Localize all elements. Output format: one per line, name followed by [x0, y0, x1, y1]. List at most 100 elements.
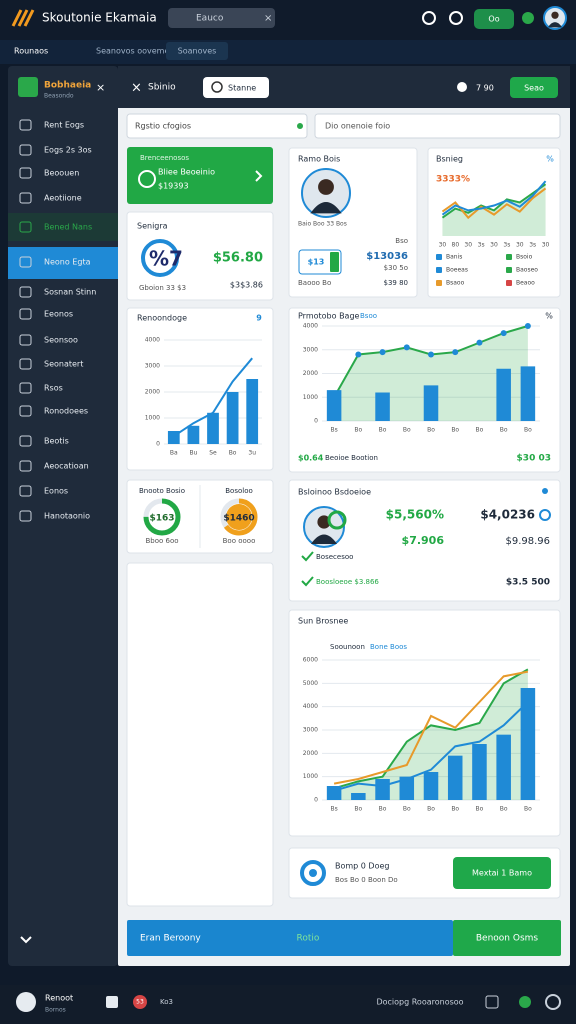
card — [127, 147, 273, 204]
nav-item[interactable]: Hanotaonio — [44, 512, 90, 521]
icon — [16, 992, 36, 1012]
nav-icon — [19, 119, 32, 131]
logo-stripe — [11, 9, 23, 27]
nav-item[interactable]: Beoouen — [44, 169, 79, 178]
bar — [399, 776, 415, 800]
label: Soounoon — [330, 643, 365, 651]
logo-stripe — [23, 9, 35, 27]
x-tick-label: 3u — [248, 450, 256, 457]
input[interactable] — [126, 113, 308, 139]
x-tick-label: 3s — [478, 242, 485, 249]
label: Dio onenoie foio — [325, 122, 390, 131]
nav-icon — [19, 510, 32, 522]
legend-entry: Beaoo — [516, 280, 535, 287]
nav-selected — [8, 247, 118, 279]
x-tick-label: Bo — [354, 427, 362, 434]
line — [333, 668, 529, 790]
legend-swatch — [436, 267, 442, 273]
nav-item[interactable]: Eogs 2s 3os — [44, 146, 92, 155]
nav-item[interactable]: Aeotiione — [44, 194, 82, 203]
nav-icon — [19, 144, 32, 156]
nav-item[interactable]: Eonos — [44, 487, 68, 496]
label[interactable]: Soanoves — [178, 47, 217, 56]
point — [403, 344, 410, 351]
legend-entry: Bsoio — [516, 254, 533, 261]
collapse-chevron — [20, 936, 32, 944]
label: Bos Bo 0 Boon Do — [335, 876, 398, 884]
icon — [519, 996, 531, 1008]
label: Sun Brosnee — [298, 617, 348, 626]
nav-item[interactable]: Rsos — [44, 384, 63, 393]
nav-item[interactable]: Ronodoees — [44, 407, 88, 416]
label[interactable]: Rounaos — [14, 47, 48, 56]
bar — [375, 392, 390, 421]
nav-item[interactable]: Beotis — [44, 437, 69, 446]
nav-item[interactable]: Sosnan Stinn — [44, 288, 96, 297]
icon — [133, 995, 147, 1009]
label: Bso — [395, 237, 408, 245]
label: 7 90 — [476, 84, 494, 93]
bar — [496, 368, 511, 421]
nav-item[interactable]: Seonatert — [44, 360, 83, 369]
nav-item[interactable]: Bened Nans — [44, 223, 92, 232]
icon — [449, 11, 463, 25]
button[interactable] — [510, 77, 558, 98]
line — [333, 701, 529, 792]
nav-icon — [19, 192, 32, 204]
label[interactable]: Seanovos ooveme — [96, 47, 169, 56]
sub-nav-pill — [166, 42, 228, 60]
label: $3$3.86 — [230, 281, 263, 290]
nav-item[interactable]: Neono Egta — [44, 258, 91, 267]
label: Ramo Bois — [298, 155, 340, 164]
nav-item[interactable]: Eeonos — [44, 310, 73, 319]
nav-item[interactable]: Aeocatioan — [44, 462, 89, 471]
x-tick-label: 3s — [529, 242, 536, 249]
line — [441, 180, 547, 216]
label[interactable]: Mextai 1 Bamo — [472, 869, 532, 878]
button[interactable] — [453, 857, 551, 889]
label[interactable]: Sbinio — [148, 83, 176, 93]
label: Bsnieg — [436, 155, 463, 164]
label: Seao — [524, 84, 544, 93]
close-icon: × — [131, 81, 142, 96]
donut-arc — [220, 498, 258, 536]
y-tick-label: 6000 — [303, 657, 318, 664]
x-tick-label: Bo — [476, 427, 484, 434]
y-tick-label: 2000 — [145, 389, 160, 396]
bar — [520, 688, 536, 800]
sidebar-logo — [18, 77, 38, 97]
bottom-action[interactable] — [453, 920, 561, 956]
legend-swatch — [436, 254, 442, 260]
bottom-bar — [127, 920, 453, 956]
nav-item[interactable]: Seonsoo — [44, 336, 78, 345]
nav-icon — [19, 460, 32, 472]
y-tick-label: 3000 — [303, 727, 318, 734]
bar — [326, 786, 342, 800]
label: % — [545, 312, 553, 321]
pill[interactable] — [474, 9, 514, 29]
nav-item[interactable]: Rent Eogs — [44, 121, 84, 130]
x-tick-label: Bo — [229, 450, 237, 457]
search-box[interactable] — [168, 8, 275, 28]
point — [500, 330, 507, 337]
card — [126, 562, 274, 907]
label: Bomp 0 Doeg — [335, 862, 389, 871]
bar — [496, 734, 511, 800]
input[interactable] — [314, 113, 561, 139]
label: $3.5 500 — [506, 578, 550, 588]
icon — [542, 488, 548, 494]
footer — [0, 985, 576, 1024]
x-tick-label: Ba — [170, 450, 178, 457]
label: Renoondoge — [137, 314, 187, 323]
mini-ring — [327, 510, 347, 530]
bar — [326, 390, 342, 421]
chevron — [255, 170, 263, 182]
label: Stanne — [228, 84, 256, 93]
y-tick-label: 0 — [156, 441, 160, 448]
label[interactable]: Benoon Osms — [476, 934, 539, 944]
sub-nav — [0, 40, 576, 64]
avatar-head — [317, 515, 331, 529]
label: $56.80 — [213, 251, 263, 266]
label: $39 80 — [384, 279, 409, 287]
label: Rotio — [297, 934, 320, 944]
